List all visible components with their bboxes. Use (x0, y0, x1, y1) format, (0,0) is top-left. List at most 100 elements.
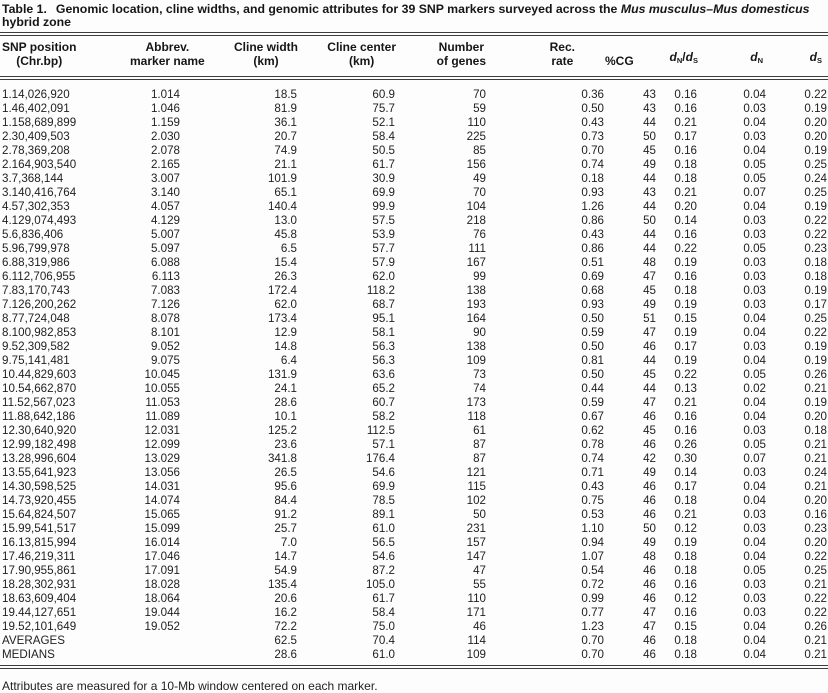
cell-num-genes: 73 (473, 368, 486, 381)
cell-marker-name: 2.030 (150, 130, 180, 143)
table-row: 2.164,903,540 2.165 21.1 61.7 156 0.74 49 0.18 0… (0, 158, 828, 172)
cell-rec-rate: 0.54 (581, 564, 604, 577)
cell-cline-width: 135.4 (267, 578, 297, 591)
cell-snp-position: 9.75,141,481 (2, 354, 70, 367)
table-row: 19.52,101,649 19.052 72.2 75.0 46 1.23 47 0.15 0… (0, 620, 828, 634)
cell-cline-center: 61.7 (372, 158, 395, 171)
cell-num-genes: 109 (466, 354, 486, 367)
cell-snp-position: 1.46,402,091 (2, 102, 70, 115)
col-cline-center-line1: Cline center (327, 40, 396, 54)
cell-rec-rate: 0.70 (581, 634, 604, 647)
cell-ds: 0.21 (767, 648, 828, 669)
cell-ds: 0.20 (804, 410, 827, 423)
cell-ds: 0.24 (804, 172, 827, 185)
col-rec-rate-line2: rate (551, 54, 574, 68)
cell-rec-rate: 0.93 (581, 186, 604, 199)
cell-dn-ds: 0.19 (674, 354, 697, 367)
cell-rec-rate: 0.74 (581, 452, 604, 465)
cell-marker-name: 11.053 (145, 396, 180, 409)
cell-dn-ds: 0.14 (674, 214, 697, 227)
cell-snp-position: 18.63,609,404 (2, 592, 77, 605)
cell-dn: 0.04 (743, 536, 766, 549)
cell-snp-position: 14.73,920,455 (2, 494, 77, 507)
cell-rec-rate: 0.74 (581, 158, 604, 171)
cell-num-genes: 87 (473, 438, 486, 451)
cell-marker-name: 18.064 (144, 592, 180, 605)
cell-marker-name: 6.113 (151, 270, 180, 283)
cell-snp-position: 11.52,567,023 (2, 396, 76, 409)
cell-pct-cg: 45 (643, 284, 656, 297)
table-row: 15.99,541,517 15.099 25.7 61.0 231 1.10 50 0.12… (0, 522, 828, 536)
col-snp-position: SNP position (Chr.bp) (0, 36, 130, 80)
cell-snp-position: 17.90,955,861 (2, 564, 77, 577)
cell-cline-width: 131.9 (267, 368, 297, 381)
cell-cline-width: 45.8 (274, 228, 297, 241)
cell-dn: 0.04 (743, 116, 766, 129)
table-row: 10.54,662,870 10.055 24.1 65.2 74 0.44 44 0.13 0… (0, 382, 828, 396)
cell-num-genes: 110 (467, 116, 486, 129)
cell-dn-ds: 0.18 (674, 550, 697, 563)
table-row: MEDIANS 28.6 61.0 109 0.70 46 0.18 0.04 0.21 (0, 648, 828, 669)
cell-num-genes: 59 (473, 102, 486, 115)
cell-dn: 0.04 (743, 200, 766, 213)
cell-cline-center: 54.6 (372, 550, 395, 563)
cell-marker-name: 15.065 (144, 508, 180, 521)
cell-dn-ds: 0.17 (674, 130, 697, 143)
cell-rec-rate: 0.51 (581, 256, 604, 269)
cell-rec-rate: 0.73 (581, 130, 604, 143)
cell-cline-center: 75.0 (372, 620, 395, 633)
cell-cline-center: 112.5 (366, 424, 395, 437)
cell-pct-cg: 46 (643, 592, 656, 605)
cell-ds: 0.25 (804, 564, 827, 577)
cell-marker-name: 12.099 (144, 438, 180, 451)
table-row: 17.90,955,861 17.091 54.9 87.2 47 0.54 46 0.18 0… (0, 564, 828, 578)
cell-dn: 0.05 (743, 172, 766, 185)
table-row: 3.7,368,144 3.007 101.9 30.9 49 0.18 44 0.18 0.0… (0, 172, 828, 186)
cell-cline-center: 87.2 (372, 564, 395, 577)
cell-rec-rate: 0.36 (581, 88, 604, 101)
cell-ds: 0.23 (804, 522, 827, 535)
cell-num-genes: 138 (466, 340, 486, 353)
cell-cline-width: 26.5 (274, 466, 297, 479)
col-ds: dS (767, 36, 828, 80)
cell-dn: 0.05 (743, 242, 766, 255)
cell-num-genes: 61 (473, 424, 486, 437)
cell-cline-center: 52.1 (372, 116, 395, 129)
cell-dn: 0.05 (743, 368, 766, 381)
cell-ds: 0.25 (804, 312, 827, 325)
cell-rec-rate: 0.50 (581, 102, 604, 115)
cell-dn: 0.04 (743, 620, 766, 633)
cell-snp-position: 8.100,982,853 (2, 326, 77, 339)
cell-num-genes: 173 (466, 396, 486, 409)
col-dn: dN (698, 36, 767, 80)
cell-marker-name: 4.057 (150, 200, 180, 213)
cell-ds: 0.22 (804, 214, 827, 227)
col-rec-rate-line1: Rec. (549, 40, 575, 54)
table-row: 11.88,642,186 11.089 10.1 58.2 118 0.67 46 0.16… (0, 410, 828, 424)
cell-cline-center: 56.5 (372, 536, 395, 549)
cell-rec-rate: 0.99 (581, 592, 604, 605)
cell-num-genes: 156 (466, 158, 486, 171)
table-row: 16.13,815,994 16.014 7.0 56.5 157 0.94 49 0.19 0… (0, 536, 828, 550)
dn-d: d (750, 50, 758, 64)
table-row: 9.52,309,582 9.052 14.8 56.3 138 0.50 46 0.17 0.… (0, 340, 828, 354)
cell-cline-width: 74.9 (274, 144, 297, 157)
cell-marker-name: 7.083 (150, 284, 180, 297)
cell-dn-ds: 0.22 (674, 242, 697, 255)
cell-dn-ds: 0.20 (674, 200, 697, 213)
cell-marker-name: 17.046 (144, 550, 180, 563)
cell-cline-width: 23.6 (274, 438, 297, 451)
cell-snp-position: 10.54,662,870 (2, 382, 77, 395)
table-row: AVERAGES 62.5 70.4 114 0.70 46 0.18 0.04 0.21 (0, 634, 828, 648)
cell-dn: 0.03 (743, 284, 766, 297)
cell-pct-cg: 49 (643, 158, 656, 171)
table-row: 12.30,640,920 12.031 125.2 112.5 61 0.62 45 0.1… (0, 424, 828, 438)
cell-rec-rate: 0.78 (581, 438, 604, 451)
table-row: 6.112,706,955 6.113 26.3 62.0 99 0.69 47 0.16 0.… (0, 270, 828, 284)
cell-snp-position: 9.52,309,582 (2, 340, 70, 353)
cell-dn: 0.03 (743, 466, 766, 479)
ds-subs: S (816, 56, 822, 65)
cell-dn-ds: 0.22 (674, 368, 697, 381)
cell-pct-cg: 46 (643, 578, 656, 591)
cell-pct-cg: 46 (643, 634, 656, 647)
